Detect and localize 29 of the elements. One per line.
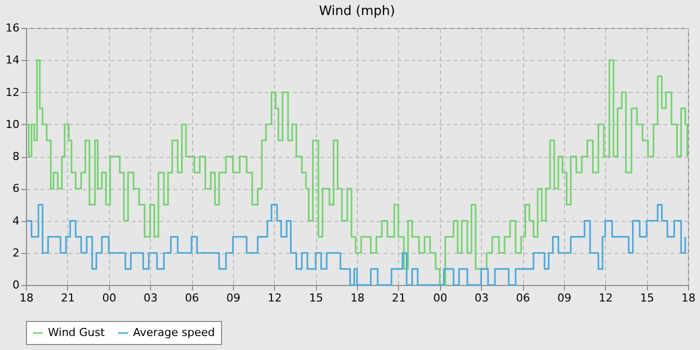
x-tick-label: 18: [682, 292, 696, 304]
x-tick-label: 00: [102, 292, 116, 304]
x-tick-label: 12: [268, 292, 282, 304]
y-tick-label: 6: [12, 182, 20, 196]
x-tick-label: 00: [433, 292, 448, 304]
x-tick-label: 06: [185, 292, 199, 304]
x-tick-label: 06: [516, 292, 530, 304]
x-tick-label: 15: [640, 292, 654, 304]
x-tick-label: 09: [226, 292, 240, 304]
y-tick-label: 12: [6, 86, 20, 99]
y-tick-label: 10: [6, 118, 20, 131]
y-tick-label: 8: [12, 150, 20, 163]
x-tick-label: 03: [144, 292, 158, 304]
y-tick-label: 4: [12, 214, 20, 228]
legend-label: Average speed: [133, 326, 215, 339]
x-tick-label: 18: [20, 292, 34, 304]
y-tick-label: 2: [12, 246, 20, 260]
x-tick-label: 09: [557, 292, 572, 304]
legend-label: Wind Gust: [48, 326, 106, 339]
y-tick-label: 0: [12, 278, 20, 292]
chart-title: Wind (mph): [318, 4, 396, 19]
x-tick-label: 18: [350, 292, 364, 304]
x-tick-label: 21: [60, 292, 75, 304]
x-tick-label: 03: [474, 292, 489, 304]
x-tick-label: 12: [598, 292, 613, 304]
y-tick-label: 14: [6, 54, 20, 67]
x-tick-label: 15: [309, 292, 324, 304]
x-tick-label: 21: [392, 292, 406, 304]
y-tick-label: 16: [6, 22, 20, 34]
